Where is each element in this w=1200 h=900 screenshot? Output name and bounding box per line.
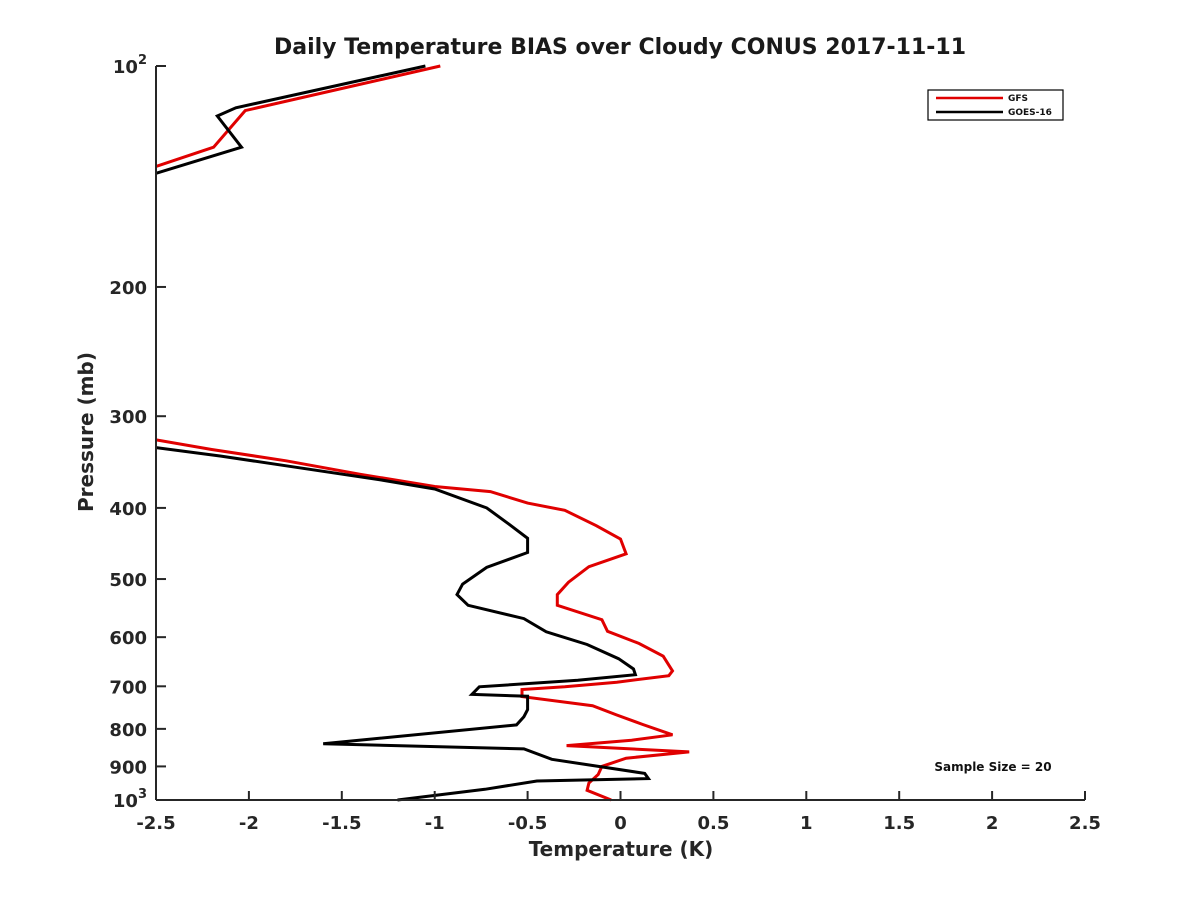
- x-tick-label: 0.5: [697, 813, 729, 834]
- x-tick-label: -1.5: [322, 813, 361, 834]
- y-tick-label: 200: [109, 278, 147, 299]
- y-tick-label: 103: [113, 787, 147, 812]
- gfs-series-line-2: [156, 438, 690, 802]
- y-tick-label: 300: [109, 407, 147, 428]
- sample-size-annotation: Sample Size = 20: [934, 760, 1051, 774]
- x-tick-label: -1: [425, 813, 445, 834]
- y-tick-label: 900: [109, 757, 147, 778]
- y-tick-label: 600: [109, 628, 147, 649]
- gfs-series-line-1: [156, 64, 441, 168]
- y-tick-label: 800: [109, 720, 147, 741]
- y-axis-label: Pressure (mb): [74, 352, 98, 512]
- ticks-group: -2.5 -2 -1.5 -1 -0.5 0 0.5 1 1.5 2 2.5 102 200 300 400…: [109, 53, 1101, 834]
- x-tick-label: 1.5: [883, 813, 915, 834]
- x-tick-label: 2.5: [1069, 813, 1101, 834]
- legend-label-goes-16: GOES-16: [1008, 108, 1052, 118]
- x-tick-label: -0.5: [508, 813, 547, 834]
- x-axis-label: Temperature (K): [529, 837, 714, 861]
- chart-title: Daily Temperature BIAS over Cloudy CONUS…: [274, 35, 966, 60]
- legend-label-gfs: GFS: [1008, 94, 1028, 104]
- goes-16-series-line-2: [156, 446, 652, 802]
- x-tick-label: -2.5: [136, 813, 175, 834]
- x-tick-label: -2: [239, 813, 259, 834]
- y-tick-label: 700: [109, 677, 147, 698]
- plot-series-group: [156, 64, 690, 802]
- y-tick-label: 400: [109, 499, 147, 520]
- goes-16-series-line-1: [156, 64, 426, 175]
- legend: GFS GOES-16: [927, 89, 1064, 121]
- x-tick-label: 1: [800, 813, 813, 834]
- legend-box: [927, 89, 1064, 121]
- y-tick-label: 102: [113, 53, 147, 78]
- x-tick-label: 0: [614, 813, 627, 834]
- y-tick-label: 500: [109, 570, 147, 591]
- x-tick-label: 2: [986, 813, 999, 834]
